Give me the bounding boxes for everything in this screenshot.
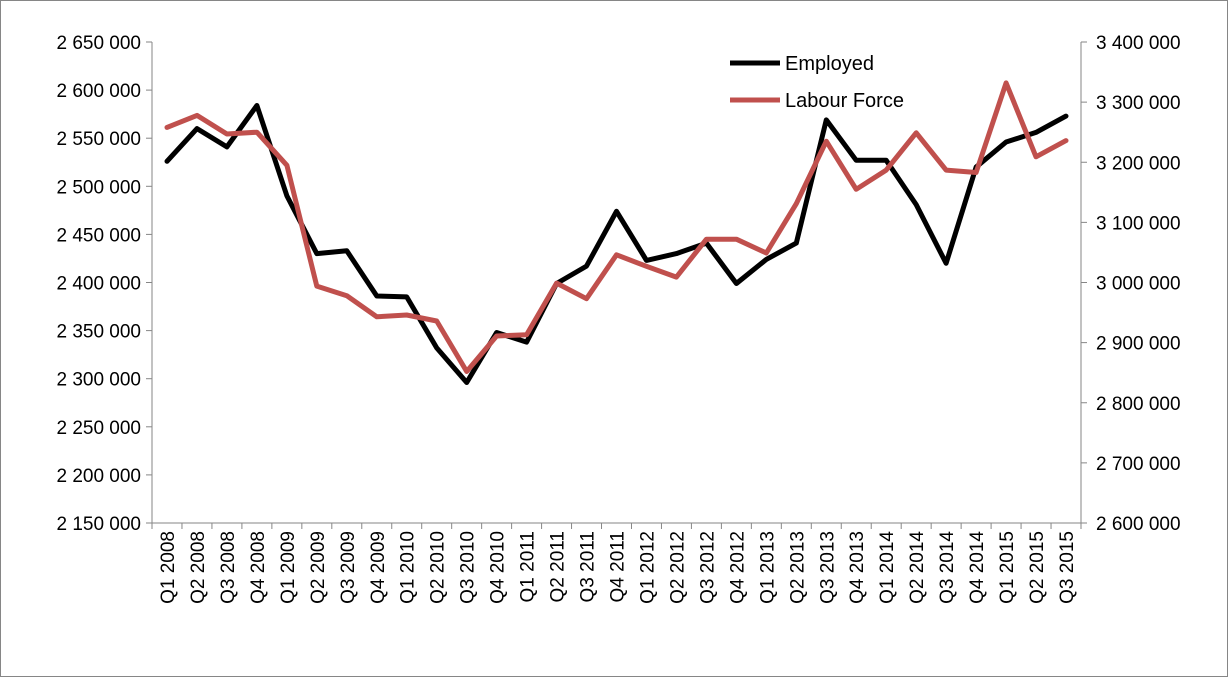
right-axis-tick-label: 2 800 000 — [1096, 394, 1181, 415]
x-axis-tick-label: Q2 2013 — [787, 531, 808, 604]
x-axis-tick-label: Q3 2010 — [458, 531, 479, 604]
x-axis-tick-label: Q1 2013 — [757, 531, 778, 604]
left-axis-tick-label: 2 600 000 — [56, 81, 141, 102]
x-axis-tick-label: Q3 2008 — [218, 531, 239, 604]
left-axis-tick-label: 2 450 000 — [56, 225, 141, 246]
legend-label-employed: Employed — [785, 53, 874, 75]
left-axis-tick-label: 2 300 000 — [56, 370, 141, 391]
x-axis-tick-label: Q2 2011 — [548, 531, 569, 602]
x-axis-tick-label: Q2 2010 — [428, 531, 449, 604]
legend-label-labour-force: Labour Force — [785, 90, 904, 112]
right-axis-tick-label: 3 100 000 — [1096, 213, 1181, 234]
x-axis-tick-label: Q2 2009 — [308, 531, 329, 604]
x-axis-tick-label: Q4 2010 — [488, 531, 509, 604]
x-axis-tick-label: Q3 2011 — [578, 531, 599, 602]
x-axis-tick-label: Q4 2014 — [967, 531, 988, 604]
right-axis-tick-label: 3 000 000 — [1096, 274, 1181, 295]
x-axis-tick-label: Q2 2015 — [1027, 531, 1048, 604]
x-axis-tick-label: Q2 2012 — [667, 531, 688, 604]
x-axis-tick-label: Q4 2009 — [368, 531, 389, 604]
x-axis-tick-label: Q3 2012 — [697, 531, 718, 604]
x-axis-tick-label: Q1 2012 — [637, 531, 658, 604]
right-axis-tick-label: 2 700 000 — [1096, 454, 1181, 475]
x-axis-tick-label: Q1 2008 — [158, 531, 179, 604]
left-axis-tick-label: 2 500 000 — [56, 177, 141, 198]
x-axis-tick-label: Q1 2011 — [518, 531, 539, 602]
x-axis-tick-label: Q4 2012 — [727, 531, 748, 604]
x-axis-tick-label: Q4 2013 — [847, 531, 868, 604]
x-axis-tick-label: Q3 2015 — [1057, 531, 1078, 604]
right-axis-tick-label: 3 200 000 — [1096, 153, 1181, 174]
x-axis-tick-label: Q1 2010 — [398, 531, 419, 604]
x-axis-tick-label: Q4 2011 — [608, 531, 629, 602]
left-axis-tick-label: 2 400 000 — [56, 274, 141, 295]
left-axis-tick-label: 2 250 000 — [56, 418, 141, 439]
x-axis-tick-label: Q3 2009 — [338, 531, 359, 604]
x-axis-tick-label: Q3 2013 — [817, 531, 838, 604]
left-axis-tick-label: 2 150 000 — [56, 514, 141, 535]
left-axis-tick-label: 2 650 000 — [56, 33, 141, 54]
x-axis-tick-label: Q2 2008 — [188, 531, 209, 604]
right-axis-tick-label: 2 900 000 — [1096, 334, 1181, 355]
right-axis-tick-label: 3 400 000 — [1096, 33, 1181, 54]
left-axis-tick-label: 2 550 000 — [56, 129, 141, 150]
series-line-employed — [164, 103, 1069, 385]
right-axis-tick-label: 2 600 000 — [1096, 514, 1181, 535]
left-axis-tick-label: 2 350 000 — [56, 322, 141, 343]
x-axis-tick-label: Q1 2014 — [877, 531, 898, 604]
x-axis-tick-label: Q1 2015 — [997, 531, 1018, 604]
left-axis-tick-label: 2 200 000 — [56, 466, 141, 487]
series-line-labour-force — [164, 80, 1069, 374]
x-axis-tick-label: Q1 2009 — [278, 531, 299, 604]
x-axis-tick-label: Q3 2014 — [937, 531, 958, 604]
right-axis-tick-label: 3 300 000 — [1096, 93, 1181, 114]
x-axis-tick-label: Q4 2008 — [248, 531, 269, 604]
x-axis-tick-label: Q2 2014 — [907, 531, 928, 604]
